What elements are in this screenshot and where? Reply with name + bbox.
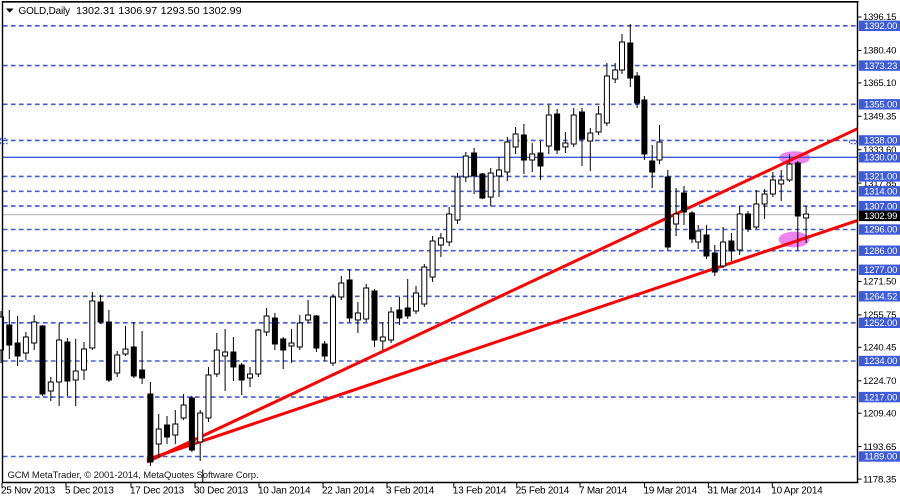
svg-text:10 Apr 2014: 10 Apr 2014 bbox=[771, 486, 823, 497]
svg-text:1302.99: 1302.99 bbox=[864, 211, 897, 222]
svg-text:1296.00: 1296.00 bbox=[864, 225, 897, 236]
svg-text:1234.00: 1234.00 bbox=[864, 356, 897, 367]
svg-text:1302.31: 1302.31 bbox=[76, 6, 115, 17]
svg-text:1286.00: 1286.00 bbox=[864, 246, 897, 257]
svg-text:1264.52: 1264.52 bbox=[864, 292, 897, 303]
svg-text:1189.00: 1189.00 bbox=[864, 452, 897, 463]
svg-text:1314.00: 1314.00 bbox=[864, 187, 897, 198]
svg-text:1321.00: 1321.00 bbox=[864, 172, 897, 183]
svg-text:1330.00: 1330.00 bbox=[864, 153, 897, 164]
svg-text:1178.35: 1178.35 bbox=[863, 474, 896, 485]
svg-text:1392.00: 1392.00 bbox=[864, 21, 897, 32]
svg-text:30 Dec 2013: 30 Dec 2013 bbox=[194, 486, 249, 497]
svg-text:25 Feb 2014: 25 Feb 2014 bbox=[516, 486, 570, 497]
svg-text:5 Dec 2013: 5 Dec 2013 bbox=[65, 486, 114, 497]
svg-text:1293.50: 1293.50 bbox=[161, 6, 200, 17]
svg-text:1252.00: 1252.00 bbox=[864, 318, 897, 329]
svg-text:1209.40: 1209.40 bbox=[863, 408, 896, 419]
svg-text:10 Jan 2014: 10 Jan 2014 bbox=[258, 486, 311, 497]
svg-text:1365.10: 1365.10 bbox=[863, 78, 896, 89]
svg-text:1224.70: 1224.70 bbox=[863, 376, 896, 387]
svg-text:25 Nov 2013: 25 Nov 2013 bbox=[1, 486, 56, 497]
svg-text:1355.00: 1355.00 bbox=[864, 100, 897, 111]
svg-text:1373.23: 1373.23 bbox=[864, 61, 897, 72]
svg-text:GCM MetaTrader, © 2001-2014, M: GCM MetaTrader, © 2001-2014, MetaQuotes … bbox=[8, 470, 259, 481]
svg-text:1333.60: 1333.60 bbox=[863, 145, 896, 156]
svg-text:19 Mar 2014: 19 Mar 2014 bbox=[644, 486, 698, 497]
svg-text:1271.50: 1271.50 bbox=[863, 277, 896, 288]
svg-text:1240.45: 1240.45 bbox=[863, 343, 896, 354]
svg-text:GOLD,Daily: GOLD,Daily bbox=[19, 6, 71, 17]
svg-text:31 Mar 2014: 31 Mar 2014 bbox=[707, 486, 761, 497]
svg-text:1396.15: 1396.15 bbox=[863, 12, 896, 23]
svg-text:1193.65: 1193.65 bbox=[863, 442, 896, 453]
svg-text:17 Dec 2013: 17 Dec 2013 bbox=[130, 486, 185, 497]
svg-text:1380.40: 1380.40 bbox=[863, 46, 896, 57]
svg-text:1217.00: 1217.00 bbox=[864, 392, 897, 403]
svg-text:7 Mar 2014: 7 Mar 2014 bbox=[579, 486, 628, 497]
svg-text:22 Jan 2014: 22 Jan 2014 bbox=[322, 486, 375, 497]
svg-text:1307.00: 1307.00 bbox=[864, 201, 897, 212]
svg-text:1338.00: 1338.00 bbox=[864, 136, 897, 147]
svg-text:1317.85: 1317.85 bbox=[863, 178, 896, 189]
svg-text:1255.75: 1255.75 bbox=[863, 310, 896, 321]
svg-text:1349.35: 1349.35 bbox=[863, 112, 896, 123]
svg-text:1306.97: 1306.97 bbox=[118, 6, 157, 17]
svg-text:13 Feb 2014: 13 Feb 2014 bbox=[453, 486, 507, 497]
svg-text:1302.99: 1302.99 bbox=[203, 6, 242, 17]
svg-text:3 Feb 2014: 3 Feb 2014 bbox=[386, 486, 435, 497]
svg-text:1277.00: 1277.00 bbox=[864, 265, 897, 276]
